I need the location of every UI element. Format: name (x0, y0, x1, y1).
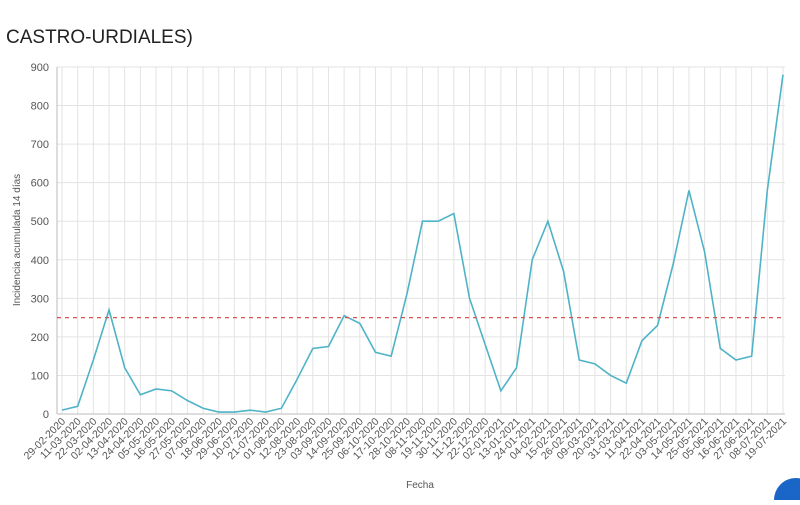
chart-title: CASTRO-URDIALES) (6, 27, 193, 48)
y-tick-label: 500 (31, 216, 49, 228)
y-tick-label: 400 (31, 255, 49, 267)
y-tick-label: 700 (31, 139, 49, 151)
y-tick-label: 200 (31, 332, 49, 344)
data-line (61, 74, 784, 413)
y-tick-label: 800 (31, 101, 49, 113)
y-tick-label: 100 (31, 370, 49, 382)
y-tick-label: 600 (31, 178, 49, 190)
y-tick-label: 900 (31, 62, 49, 74)
x-axis-label: Fecha (406, 480, 434, 491)
y-axis-label: Incidencia acumulada 14 días (12, 174, 23, 306)
y-tick-label: 300 (31, 293, 49, 305)
y-tick-label: 0 (43, 409, 49, 421)
chat-button[interactable] (774, 478, 800, 505)
